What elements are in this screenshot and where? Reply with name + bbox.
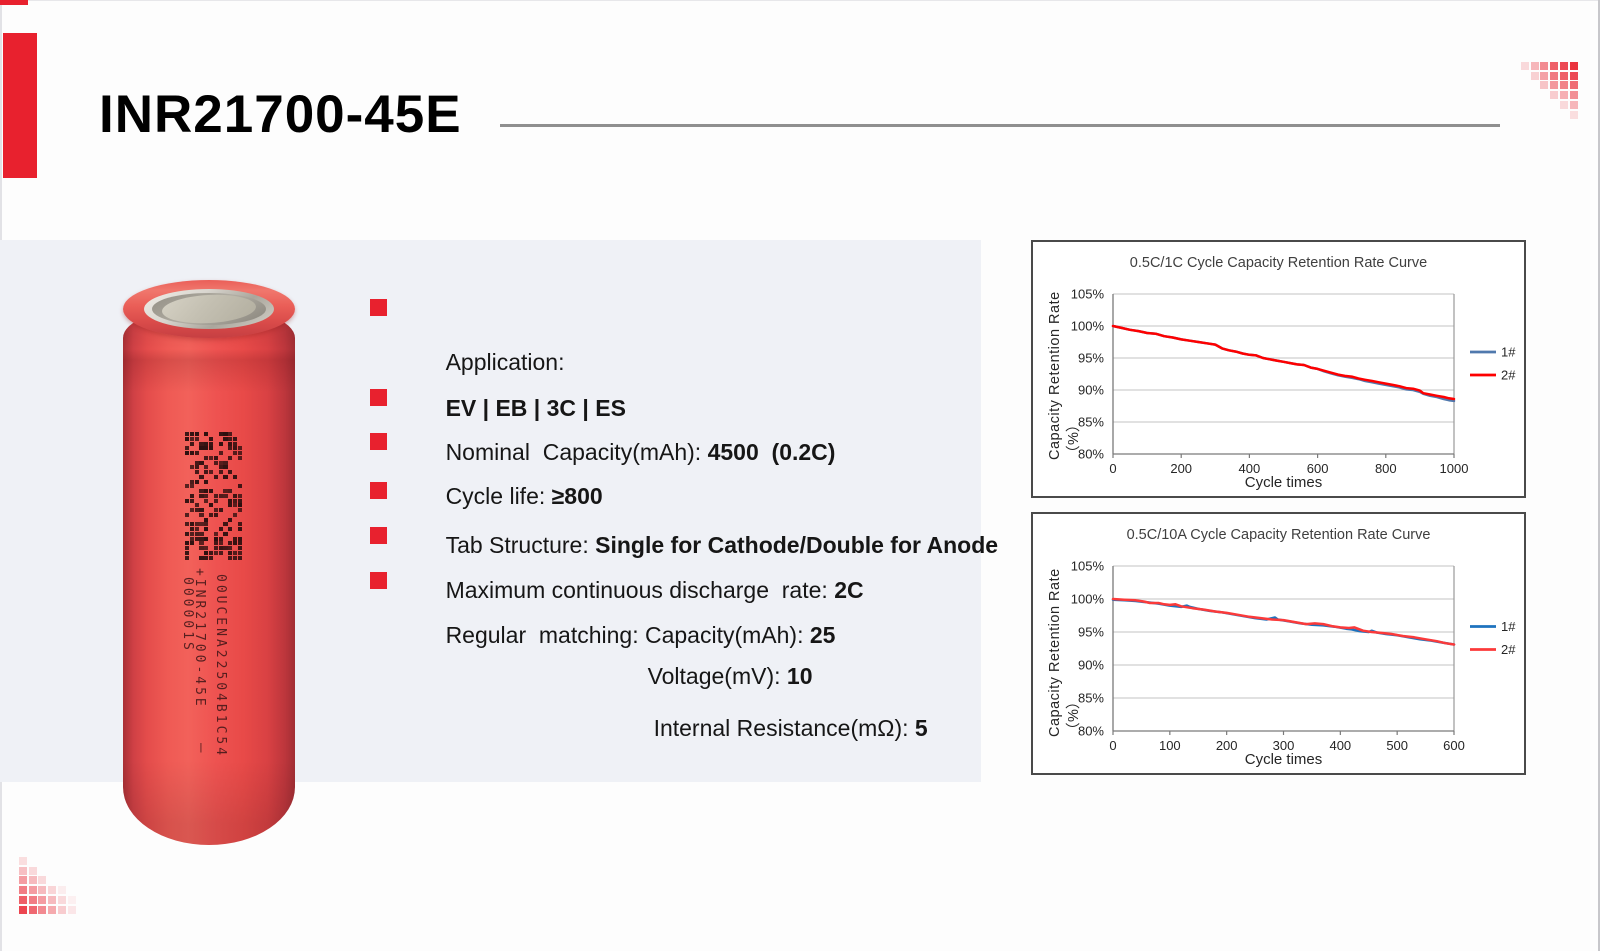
svg-text:80%: 80%	[1078, 447, 1104, 462]
svg-text:800: 800	[1375, 461, 1397, 476]
spec-row-voltage: Voltage(mV): 10	[647, 663, 813, 689]
battery-datamatrix-code	[185, 432, 243, 560]
chart-x-axis-label: Cycle times	[1244, 751, 1323, 768]
chart-x-axis-label: Cycle times	[1244, 474, 1323, 491]
spec-row-regular-matching: Regular matching: Capacity(mAh): 25	[370, 568, 835, 676]
svg-text:200: 200	[1170, 461, 1192, 476]
chart-title: 0.5C/10A Cycle Capacity Retention Rate C…	[1126, 527, 1431, 543]
corner-accent-strip	[0, 0, 28, 5]
window-right-edge	[1598, 0, 1600, 951]
svg-text:100%: 100%	[1071, 319, 1105, 334]
svg-text:2#: 2#	[1501, 368, 1516, 383]
bullet-square-icon	[370, 482, 387, 499]
svg-text:500: 500	[1386, 738, 1408, 753]
svg-text:600: 600	[1307, 461, 1329, 476]
svg-text:600: 600	[1443, 738, 1465, 753]
svg-text:400: 400	[1239, 461, 1261, 476]
bullet-square-icon	[370, 299, 387, 316]
svg-text:105%: 105%	[1071, 559, 1105, 574]
svg-text:85%: 85%	[1078, 415, 1104, 430]
svg-text:95%: 95%	[1078, 351, 1104, 366]
bullet-square-icon	[370, 433, 387, 450]
svg-text:1#: 1#	[1501, 345, 1516, 360]
svg-text:95%: 95%	[1078, 625, 1104, 640]
chart-plot-area: 80% 85% 90% 95% 100% 105% 0 200 400 600 800 1000 1# 2…	[1071, 287, 1516, 477]
title-rule	[500, 124, 1500, 127]
battery-print-lot: 00UCENA22504B1C54	[213, 574, 228, 759]
svg-text:2#: 2#	[1501, 642, 1516, 657]
title-accent-block	[3, 33, 37, 178]
pixel-mosaic-decoration-bottom-left	[19, 857, 77, 915]
window-top-edge	[0, 0, 1600, 1]
svg-text:200: 200	[1216, 738, 1238, 753]
svg-text:80%: 80%	[1078, 724, 1104, 739]
bullet-square-icon	[370, 389, 387, 406]
chart-cycle-1c: 0.5C/1C Cycle Capacity Retention Rate Cu…	[1031, 240, 1526, 498]
spec-row-nominal-capacity: Nominal Capacity(mAh): 4500 (0.2C)	[370, 385, 835, 493]
spec-row-internal-resistance: Internal Resistance(mΩ): 5	[653, 715, 928, 741]
battery-body	[123, 306, 295, 845]
svg-text:85%: 85%	[1078, 691, 1104, 706]
chart-title: 0.5C/1C Cycle Capacity Retention Rate Cu…	[1129, 255, 1428, 271]
svg-text:1#: 1#	[1501, 619, 1516, 634]
bullet-square-icon	[370, 572, 387, 589]
svg-text:1000: 1000	[1440, 461, 1469, 476]
bullet-square-icon	[370, 527, 387, 544]
svg-text:300: 300	[1273, 738, 1295, 753]
spec-row-application-values: EV | EB | 3C | ES	[445, 395, 626, 421]
pixel-mosaic-decoration-top-right	[1521, 62, 1579, 120]
svg-text:100%: 100%	[1071, 592, 1105, 607]
svg-text:100: 100	[1159, 738, 1181, 753]
svg-text:0: 0	[1109, 738, 1116, 753]
svg-text:90%: 90%	[1078, 383, 1104, 398]
svg-text:90%: 90%	[1078, 658, 1104, 673]
svg-text:400: 400	[1329, 738, 1351, 753]
spec-row-application: Application:	[370, 295, 564, 403]
svg-text:105%: 105%	[1071, 287, 1105, 302]
chart-cycle-10a: 0.5C/10A Cycle Capacity Retention Rate C…	[1031, 512, 1526, 775]
battery-photo: +INR21700-45E － 00UCENA22504B1C54 000001…	[123, 280, 295, 845]
spec-row-max-discharge: Maximum continuous discharge rate: 2C	[370, 523, 864, 631]
chart-plot-area: 80% 85% 90% 95% 100% 105% 0 100 200 300 400 500 600 1…	[1071, 559, 1516, 754]
battery-print-serial: 000001S	[180, 577, 195, 653]
page-title: INR21700-45E	[99, 85, 462, 144]
spec-row-tab-structure: Tab Structure: Single for Cathode/Double…	[370, 478, 998, 586]
svg-text:0: 0	[1109, 461, 1116, 476]
spec-row-cycle-life: Cycle life: ≥800	[370, 429, 603, 537]
